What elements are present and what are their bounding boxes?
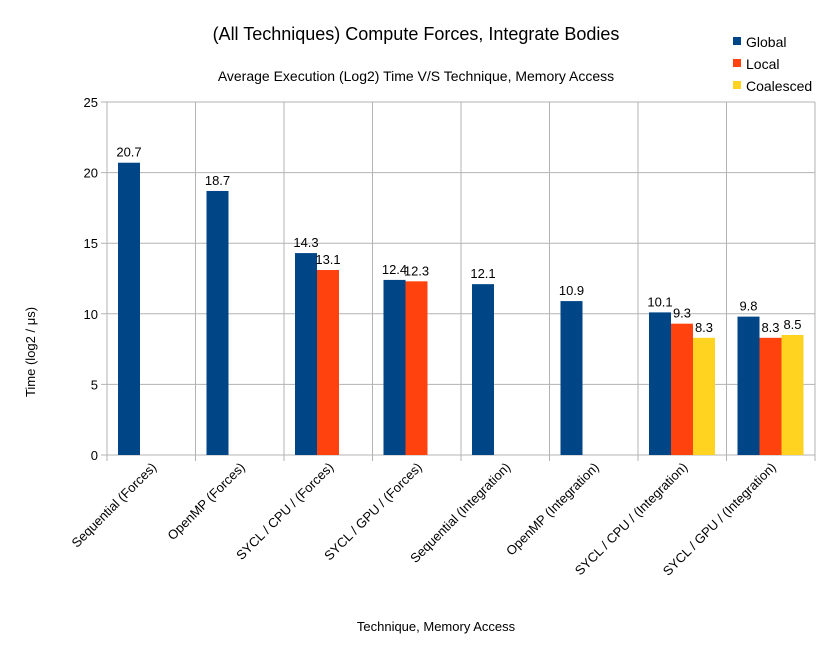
data-label: 20.7	[116, 145, 141, 160]
bars	[118, 162, 804, 455]
data-label: 12.1	[470, 266, 495, 281]
x-tick-label: OpenMP (Forces)	[164, 460, 247, 543]
y-tick-label: 25	[84, 95, 98, 110]
bar-global	[649, 312, 671, 455]
data-label: 10.1	[647, 294, 672, 309]
legend-label-global: Global	[746, 34, 786, 50]
x-tick-label: Sequential (Forces)	[69, 460, 160, 551]
data-label: 10.9	[559, 283, 584, 298]
y-tick-label: 5	[91, 377, 98, 392]
bar-global	[118, 162, 140, 455]
bar-local	[671, 323, 693, 455]
y-tick-labels: 0 5 10 15 20 25	[84, 95, 98, 463]
x-tick-label: SYCL / GPU / (Forces)	[321, 460, 425, 564]
bar-global	[383, 279, 406, 455]
y-tick-label: 0	[91, 448, 98, 463]
bar-global	[560, 301, 583, 455]
bar-coalesced	[693, 337, 715, 455]
data-label: 14.3	[293, 235, 318, 250]
data-labels: 20.7 18.7 14.3 13.1 12.412.3 12.1 10.9 10.19.3 8…	[116, 145, 801, 335]
data-label: 8.3	[761, 320, 779, 335]
x-tick-label: Sequential (Integration)	[407, 460, 513, 566]
data-label: 8.5	[783, 317, 801, 332]
bar-global	[206, 190, 229, 455]
data-label: 9.8	[739, 299, 757, 314]
bar-global	[472, 284, 494, 455]
x-tick-labels: Sequential (Forces) OpenMP (Forces)SYCL /…	[69, 460, 779, 579]
bar-local	[317, 270, 339, 455]
data-label: 12.4	[382, 262, 407, 277]
data-label: 8.3	[695, 320, 713, 335]
chart-title: (All Techniques) Compute Forces, Integra…	[213, 24, 620, 44]
x-tick-label: OpenMP (Integration)	[503, 460, 602, 559]
legend-swatch-local	[733, 59, 741, 67]
legend-label-local: Local	[746, 56, 779, 72]
x-tick-label: SYCL / CPU / (Forces)	[233, 460, 336, 563]
y-axis-title: Time (log2 / μs)	[23, 307, 38, 397]
bar-coalesced	[781, 334, 804, 455]
data-label: 13.1	[315, 252, 340, 267]
legend: Global Local Coalesced	[733, 34, 812, 94]
bar-global	[295, 253, 317, 455]
data-label: 12.3	[404, 263, 429, 278]
y-tick-label: 10	[84, 307, 98, 322]
y-tick-label: 15	[84, 236, 98, 251]
x-axis-title: Technique, Memory Access	[357, 619, 516, 634]
data-label: 18.7	[205, 173, 230, 188]
legend-swatch-coalesced	[733, 81, 741, 89]
legend-label-coalesced: Coalesced	[746, 78, 812, 94]
legend-swatch-global	[733, 37, 741, 45]
y-tick-label: 20	[84, 166, 98, 181]
data-label: 9.3	[673, 306, 691, 321]
chart-subtitle: Average Execution (Log2) Time V/S Techni…	[218, 68, 614, 84]
bar-global	[737, 316, 760, 455]
bar-local	[405, 281, 428, 455]
bar-local	[759, 337, 782, 455]
